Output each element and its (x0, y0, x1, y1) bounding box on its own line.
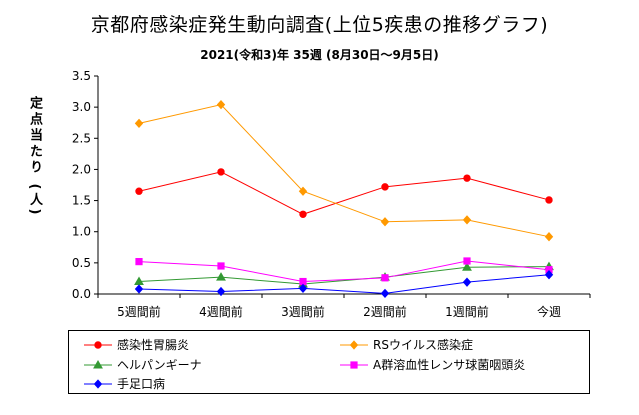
legend-swatch-marker (349, 340, 359, 350)
data-point (381, 183, 389, 191)
series-line (138, 274, 550, 294)
y-tick-label: 3.0 (72, 100, 91, 114)
y-tick-label: 2.0 (72, 162, 91, 176)
data-point (217, 262, 225, 270)
legend-label: 手足口病 (117, 377, 166, 391)
legend-swatch (340, 361, 368, 369)
legend-swatch (84, 379, 112, 389)
legend-swatch-marker (93, 379, 103, 389)
data-point (462, 215, 472, 225)
legend-swatch-marker (93, 360, 103, 369)
series-line (138, 266, 550, 285)
data-point (134, 284, 144, 294)
data-point (135, 258, 143, 266)
data-point (134, 118, 144, 128)
data-point (299, 210, 307, 218)
x-tick-label: 4週間前 (199, 304, 243, 319)
x-tick-label: 1週間前 (445, 304, 489, 319)
series-5 (134, 270, 554, 299)
series-line (138, 260, 550, 283)
y-tick-label: 1.5 (72, 194, 91, 208)
data-point (381, 274, 389, 282)
legend-label: A群溶血性レンサ球菌咽頭炎 (373, 358, 526, 372)
y-axis-label: 定点当たり (人) (27, 96, 42, 218)
series-2 (134, 100, 554, 242)
data-point (298, 186, 308, 196)
series-line (138, 104, 550, 238)
legend-swatch (84, 360, 112, 369)
data-point (216, 100, 226, 110)
data-point (135, 187, 143, 195)
legend-swatch-marker (350, 361, 358, 369)
data-point (216, 286, 226, 297)
data-point (216, 272, 226, 281)
y-tick-label: 0.0 (72, 287, 91, 301)
data-point (298, 283, 308, 294)
series-1 (135, 168, 553, 218)
chart-subtitle: 2021(令和3)年 35週 (8月30日～9月5日) (200, 48, 439, 62)
y-tick-label: 3.5 (72, 69, 91, 83)
x-tick-label: 2週間前 (363, 304, 407, 319)
chart-title: 京都府感染症発生動向調査(上位5疾患の推移グラフ) (90, 14, 549, 36)
y-tick-label: 2.5 (72, 131, 91, 145)
data-point (463, 257, 471, 265)
x-tick-label: 今週 (537, 304, 561, 319)
legend-label: RSウイルス感染症 (373, 338, 473, 352)
data-point (463, 174, 471, 182)
legend: 感染性胃腸炎 RSウイルス感染症ヘルパンギーナ A群溶血性レンサ球菌咽頭炎手足口病 (68, 330, 590, 394)
y-tick-label: 0.5 (72, 256, 91, 270)
legend-swatch (84, 341, 112, 349)
data-point (380, 217, 390, 227)
data-point (545, 196, 553, 204)
legend-label: 感染性胃腸炎 (117, 338, 190, 352)
data-point (544, 270, 554, 280)
data-point (462, 277, 472, 287)
legend-label: ヘルパンギーナ (117, 358, 202, 372)
line-chart: 0.0 0.5 1.0 1.5 2.0 2.5 3.0 3.5 5週間前 4週間前 3週間前 2週間前… (72, 69, 591, 319)
series-3 (134, 261, 554, 288)
data-point (217, 168, 225, 176)
data-point (380, 288, 390, 299)
y-tick-label: 1.0 (72, 225, 91, 239)
series-line (138, 171, 550, 215)
data-point (544, 232, 554, 242)
series-4 (135, 257, 553, 286)
legend-swatch-marker (94, 341, 102, 349)
x-tick-label: 5週間前 (117, 304, 161, 319)
legend-swatch (340, 340, 368, 350)
data-point (462, 262, 472, 271)
x-tick-label: 3週間前 (281, 304, 325, 319)
